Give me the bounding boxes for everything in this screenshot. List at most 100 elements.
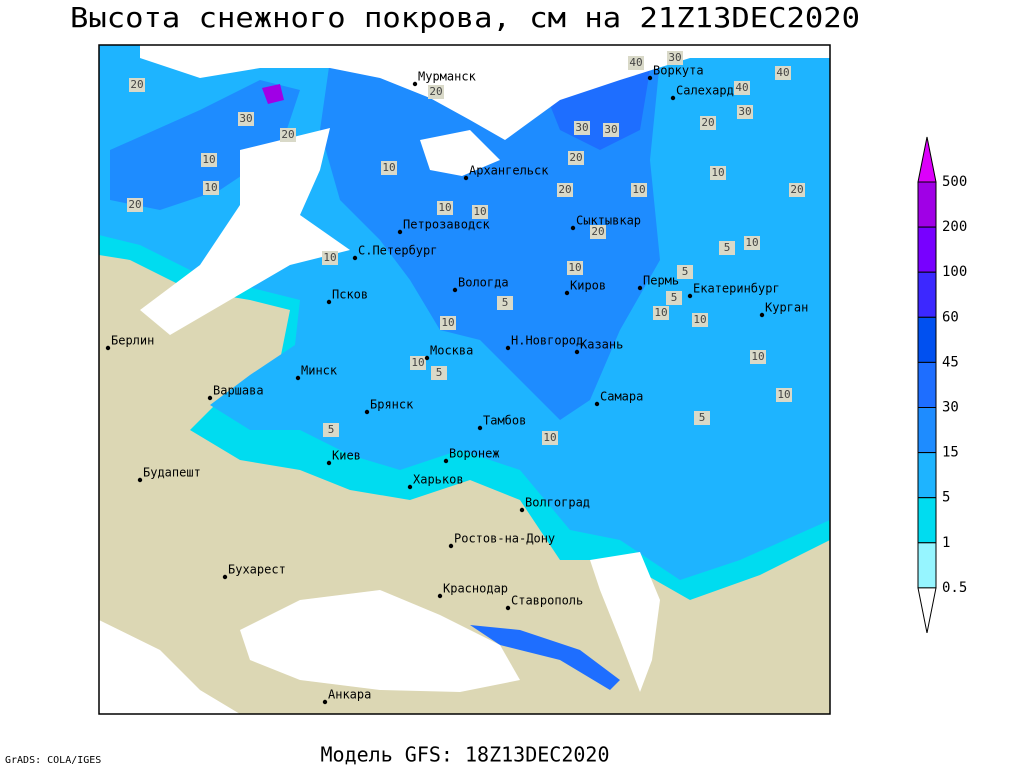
contour-label-box [666,291,682,305]
contour-label-box [574,121,590,135]
contour-label: 20 [790,183,803,196]
colorbar-segment [917,271,937,318]
contour-label-box [428,85,444,99]
city-dot [326,299,332,305]
contour-label-box [410,356,426,370]
mediterranean [99,620,240,714]
colorbar-cap [917,136,937,183]
contour-label-box [694,411,710,425]
contour-label-box [280,128,296,142]
colorbar-segment [917,181,937,228]
city-label: Тамбов [483,414,526,428]
city-dot [437,593,443,599]
contour-label-box [590,225,606,239]
contour-label: 20 [130,78,143,91]
contour-label-box [322,251,338,265]
city-dot [412,81,418,87]
colorbar-label: 0.5 [942,580,967,596]
snow-15-30 [320,60,660,420]
colorbar-segment [917,361,937,408]
contour-label: 40 [776,66,789,79]
city-dot [397,229,403,235]
city-dot [564,290,570,296]
contour-label: 30 [239,112,252,125]
city-dot [322,699,328,705]
contour-label: 5 [699,411,706,424]
city-label: Волгоград [525,496,590,510]
city-label: Воркута [653,64,704,78]
city-dot [326,460,332,466]
city-dot [670,95,676,101]
city-dot [452,287,458,293]
contour-label-box [776,388,792,402]
contour-label: 20 [281,128,294,141]
city-label: Казань [580,338,623,352]
contour-label-box [603,123,619,137]
contour-label: 10 [382,161,395,174]
contour-label: 30 [575,121,588,134]
contour-label: 10 [543,431,556,444]
credit: GrADS: COLA/IGES [5,755,101,766]
city-dot [505,345,511,351]
contour-label: 10 [693,313,706,326]
contour-label-box [677,265,693,279]
contour-label-box [734,81,750,95]
contour-label-box [431,366,447,380]
city-label: Псков [332,288,368,302]
city-label: Брянск [370,398,414,412]
city-label: Ростов-на-Дону [454,532,555,546]
contour-label: 5 [671,291,678,304]
colorbar-label: 15 [942,445,959,461]
contour-label: 40 [629,56,642,69]
contour-label: 10 [632,183,645,196]
contour-label-box [628,56,644,70]
colorbar-label: 1 [942,535,950,551]
city-dot [222,574,228,580]
contour-label-box [201,153,217,167]
contour-label-box [323,423,339,437]
contour-label-box [381,161,397,175]
contour-label-box [129,78,145,92]
city-dot [574,349,580,355]
colorbar-segment [917,542,937,589]
colorbar-segment [917,316,937,363]
city-label: Будапешт [143,466,201,480]
black-sea [240,590,520,692]
contour-label: 20 [558,183,571,196]
title: Высота снежного покрова, см на 21Z13DEC2… [70,1,860,34]
contour-label: 20 [569,151,582,164]
contour-label-box [631,183,647,197]
contour-label: 40 [735,81,748,94]
city-dot [207,395,213,401]
contour-label: 10 [202,153,215,166]
colorbar-segment [917,226,937,273]
city-dot [477,425,483,431]
city-dot [687,293,693,299]
city-label: Киров [570,279,606,293]
contour-label-box [750,350,766,364]
city-label: Петрозаводск [403,218,490,232]
contour-label: 10 [411,356,424,369]
city-label: Курган [765,301,808,315]
contour-label-box [440,316,456,330]
city-dot [637,285,643,291]
city-dot [505,605,511,611]
city-label: Сыктывкар [576,214,641,228]
contour-label: 10 [473,205,486,218]
contour-label-box [127,198,143,212]
city-label: Самара [600,390,643,404]
barents-sea [140,45,830,140]
city-label: Минск [301,364,338,378]
contour-label-box [737,105,753,119]
contour-label: 10 [777,388,790,401]
city-dot [105,345,111,351]
city-dot [295,375,301,381]
colorbar: 500 200 100 60 45 30 15 5 1 0.5 [917,136,967,633]
city-label: Н.Новгород [511,334,583,348]
city-dot [594,401,600,407]
city-dot [424,355,430,361]
city-dot [407,484,413,490]
contour-label: 20 [701,116,714,129]
city-label: Москва [430,344,473,358]
